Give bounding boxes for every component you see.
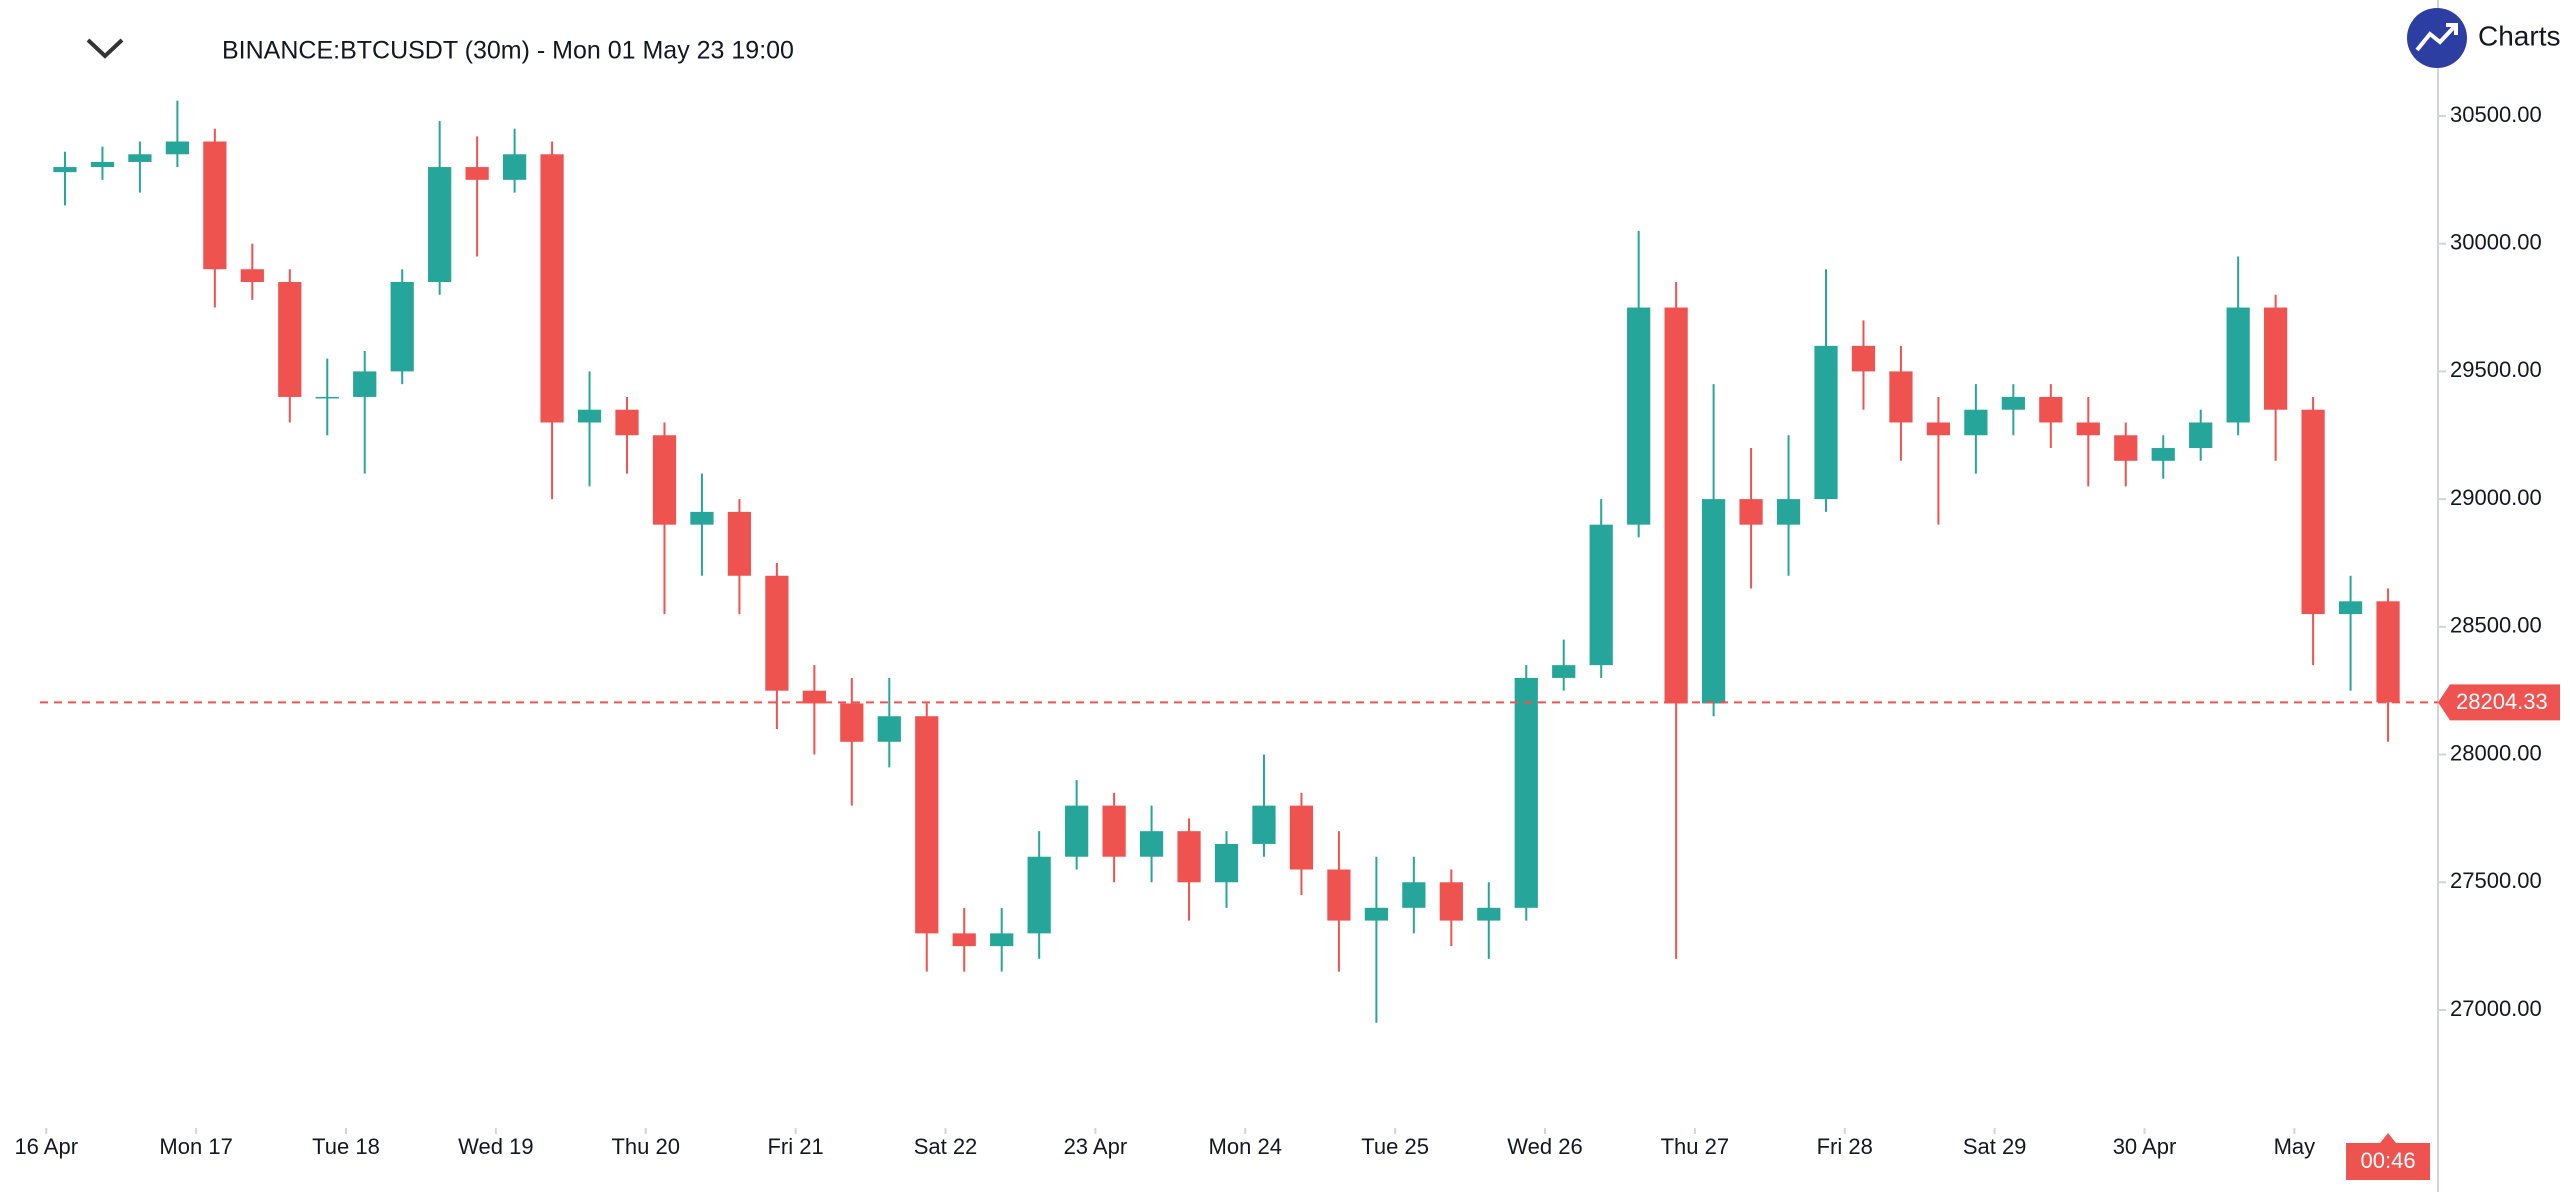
y-tick-label: 28500.00: [2450, 613, 2542, 638]
candle-body: [915, 716, 939, 934]
candle-body: [1364, 907, 1389, 921]
candle-body: [615, 409, 639, 436]
candle-body: [877, 716, 901, 742]
candle-body: [765, 575, 789, 691]
x-tick-label: Mon 17: [159, 1134, 232, 1159]
candle-body: [1889, 371, 1913, 423]
candle-body: [353, 371, 377, 397]
candle-body: [1739, 499, 1763, 525]
logo-icon: [2415, 23, 2458, 52]
candle-body: [952, 933, 976, 947]
y-tick-label: 29500.00: [2450, 357, 2542, 382]
candle-body: [390, 282, 414, 372]
candle-body: [1514, 677, 1538, 908]
x-tick-label: Fri 28: [1817, 1134, 1873, 1159]
collapse-chevron[interactable]: [86, 38, 124, 59]
candle-body: [1926, 422, 1951, 436]
chart-title: BINANCE:BTCUSDT (30m) - Mon 01 May 23 19…: [222, 37, 794, 65]
x-tick-label: 30 Apr: [2113, 1134, 2177, 1159]
candle-body: [1701, 499, 1726, 704]
candle-body: [165, 141, 190, 155]
candle-body: [1851, 345, 1876, 372]
candle-body: [2151, 448, 2175, 461]
x-tick-label: Wed 26: [1507, 1134, 1582, 1159]
candle-body: [1027, 856, 1051, 934]
candle-body: [240, 269, 264, 282]
x-tick-label: Sat 29: [1963, 1134, 2027, 1159]
candle-body: [540, 154, 564, 423]
y-tick-label: 30500.00: [2450, 102, 2542, 127]
candle-body: [2376, 601, 2400, 703]
candle-body: [1814, 345, 1838, 500]
candle-body: [278, 282, 302, 397]
last-price-box: [2438, 684, 2560, 721]
x-tick-label: Thu 20: [611, 1134, 680, 1159]
last-price-label: 28204.33: [2456, 689, 2548, 714]
candle-body: [2338, 601, 2363, 615]
candle-body: [1552, 665, 1576, 678]
x-tick-label: Fri 21: [767, 1134, 823, 1159]
candle-body: [428, 167, 452, 282]
y-tick-label: 27000.00: [2450, 996, 2542, 1021]
countdown-label: 00:46: [2361, 1148, 2416, 1173]
candle-body: [1477, 907, 1501, 921]
candle-body: [465, 167, 489, 180]
candle-body: [1439, 882, 1463, 921]
candle-body: [1214, 843, 1239, 883]
candle-body: [1177, 831, 1201, 883]
countdown-box: [2346, 1133, 2431, 1180]
x-tick-label: Sat 22: [914, 1134, 978, 1159]
x-tick-label: May: [2274, 1134, 2316, 1159]
candle-body: [840, 703, 864, 742]
candle-body: [1139, 831, 1164, 857]
candle-body: [2264, 307, 2288, 410]
candle-body: [128, 154, 152, 162]
candle-body: [53, 167, 77, 173]
candle-body: [1289, 805, 1314, 870]
candle-body: [2189, 422, 2213, 449]
y-tick-label: 29000.00: [2450, 485, 2542, 510]
x-tick-label: 16 Apr: [14, 1134, 78, 1159]
y-tick-label: 27500.00: [2450, 868, 2542, 893]
candle-body: [2226, 307, 2250, 423]
candle-body: [1402, 882, 1426, 908]
candle-body: [2114, 435, 2138, 461]
candle-body: [1327, 869, 1351, 921]
candle-body: [2001, 396, 2025, 410]
x-tick-label: Thu 27: [1661, 1134, 1730, 1159]
candle-body: [2301, 409, 2325, 615]
candle-body: [502, 154, 527, 180]
y-tick-label: 30000.00: [2450, 229, 2542, 254]
candle-body: [1664, 307, 1688, 704]
brand-logo[interactable]: Charts p: [2407, 8, 2570, 68]
candle-body: [990, 933, 1014, 947]
candle-body: [802, 690, 826, 704]
x-tick-label: 23 Apr: [1064, 1134, 1128, 1159]
x-tick-label: Mon 24: [1209, 1134, 1282, 1159]
candle-body: [1589, 524, 1613, 666]
candle-body: [2076, 422, 2100, 436]
y-tick-label: 28000.00: [2450, 740, 2542, 765]
candle-body: [690, 511, 714, 525]
brand-text: Charts p: [2478, 20, 2570, 51]
candle-body: [315, 396, 339, 399]
x-tick-label: Wed 19: [458, 1134, 533, 1159]
candle-body: [2039, 396, 2063, 423]
x-tick-label: Tue 18: [312, 1134, 380, 1159]
candle-body: [652, 435, 677, 525]
candle-body: [203, 141, 227, 270]
candle-body: [1964, 409, 1988, 436]
candle-body: [1065, 805, 1089, 857]
x-tick-label: Tue 25: [1361, 1134, 1429, 1159]
candle-body: [90, 161, 115, 168]
candle-body: [1627, 307, 1651, 525]
candle-body: [577, 409, 602, 423]
candle-body: [1776, 499, 1801, 525]
candle-body: [1102, 805, 1126, 857]
candle-body: [727, 511, 752, 576]
candle-body: [1252, 805, 1276, 844]
